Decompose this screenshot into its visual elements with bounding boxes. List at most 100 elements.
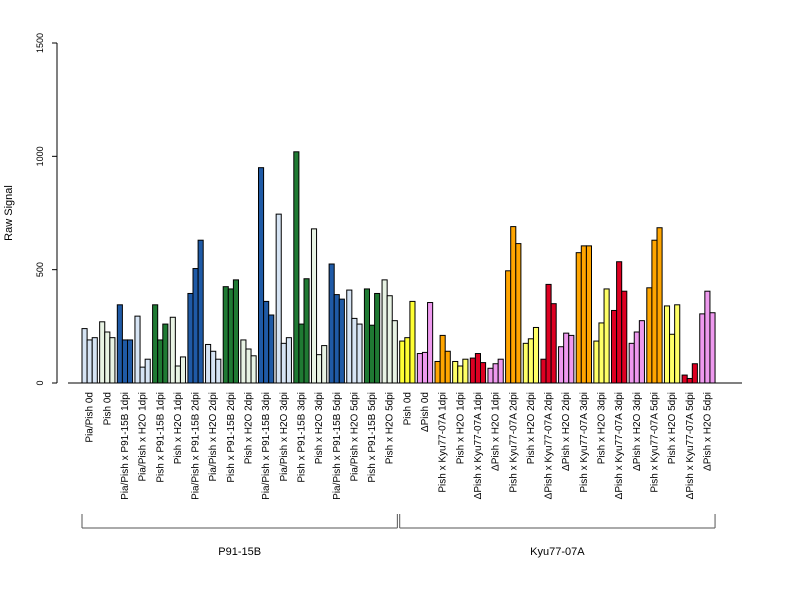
y-tick-label: 1000: [35, 146, 45, 166]
bar: [515, 243, 522, 384]
bar: [704, 290, 711, 384]
bar: [346, 289, 353, 384]
x-tick-label: ΔPish x H2O 2dpi: [561, 392, 572, 471]
bar: [568, 334, 575, 384]
bar: [439, 334, 446, 384]
x-tick-label: Pia/Pish x H2O 5dpi: [349, 392, 360, 482]
bar: [91, 337, 98, 384]
bar: [116, 304, 123, 384]
y-tick-label: 500: [35, 262, 45, 277]
bar: [686, 377, 693, 384]
bar: [162, 323, 169, 384]
x-tick-label: ΔPish x Kyu77-07A 5dpi: [685, 392, 696, 499]
bar: [81, 328, 88, 384]
x-tick-label: Pia/Pish x H2O 1dpi: [138, 392, 149, 482]
x-tick-label: ΔPish x H2O 5dpi: [702, 392, 713, 471]
bar: [298, 323, 305, 384]
y-axis-label: Raw Signal: [3, 185, 15, 241]
bar: [263, 300, 270, 384]
bar: [603, 288, 610, 384]
bar: [492, 363, 499, 384]
bar: [585, 245, 593, 384]
bar: [699, 313, 706, 384]
y-axis: 0 500 1000 1500: [35, 33, 58, 386]
bar: [611, 309, 618, 384]
x-tick-label: Pish x Kyu77-07A 2dpi: [508, 392, 519, 493]
bar: [321, 345, 328, 384]
bar: [480, 362, 487, 384]
x-tick-label: Pia/Pish x H2O 3dpi: [279, 392, 290, 482]
x-tick-label: Pia/Pish x H2O 2dpi: [208, 392, 219, 482]
bar: [157, 339, 164, 384]
bar: [109, 337, 116, 384]
bar: [646, 287, 653, 384]
bar: [593, 340, 600, 384]
bar: [532, 326, 540, 384]
bar: [369, 324, 376, 384]
bar: [674, 304, 681, 384]
bar: [409, 300, 416, 384]
bar: [497, 358, 504, 384]
x-tick-label: Pia/Pish x P91-15B 2dpi: [191, 392, 202, 500]
bar: [651, 239, 658, 384]
bar: [656, 227, 663, 384]
x-tick-label: Pish 0d: [402, 392, 413, 425]
group-label: Kyu77-07A: [530, 546, 585, 558]
bar: [540, 358, 547, 384]
bar: [628, 342, 635, 384]
bar: [227, 288, 234, 384]
bar: [638, 320, 645, 384]
x-tick-label: Pish x Kyu77-07A 5dpi: [649, 392, 660, 493]
x-tick-label: Pish x H2O 1dpi: [455, 392, 466, 464]
group-brackets: P91-15B Kyu77-07A: [81, 514, 716, 558]
bar: [197, 239, 204, 384]
bar: [558, 346, 565, 384]
y-tick-label: 0: [35, 380, 45, 385]
bar: [121, 339, 129, 384]
bar: [179, 356, 187, 384]
bar: [240, 339, 247, 384]
bar: [374, 292, 381, 384]
x-tick-label: Pish x H2O 1dpi: [173, 392, 184, 464]
bar: [338, 298, 345, 384]
bar: [144, 358, 151, 384]
bar: [99, 321, 106, 384]
bar: [462, 358, 469, 384]
bar: [510, 226, 517, 384]
x-tick-label: ΔPish 0d: [420, 392, 431, 432]
bar: [527, 338, 534, 384]
bar: [399, 340, 406, 384]
bar: [598, 322, 605, 384]
bar: [210, 350, 217, 384]
bar: [616, 261, 623, 384]
bar: [351, 317, 358, 384]
bar: [285, 337, 292, 384]
bar: [280, 342, 287, 384]
y-tick-label: 1500: [35, 33, 45, 53]
x-tick-label: ΔPish x Kyu77-07A 1dpi: [473, 392, 484, 499]
bar: [275, 213, 282, 384]
bar: [434, 360, 441, 384]
bar: [215, 358, 222, 384]
bar: [187, 292, 194, 384]
x-tick-label: ΔPish x H2O 1dpi: [491, 392, 502, 471]
bar: [505, 270, 512, 384]
bar: [192, 268, 199, 384]
bar: [469, 357, 476, 384]
x-tick-label: Pish x H2O 3dpi: [597, 392, 608, 464]
bar: [333, 294, 340, 384]
bar: [681, 374, 688, 384]
x-tick-label: ΔPish x Kyu77-07A 2dpi: [544, 392, 555, 499]
bar: [258, 167, 265, 384]
bar: [404, 337, 411, 384]
bar: [86, 339, 93, 384]
x-tick-label: Pish x H2O 3dpi: [314, 392, 325, 464]
bar: [575, 252, 582, 384]
bar: [522, 342, 529, 384]
bar: [691, 363, 698, 384]
bar: [104, 331, 111, 384]
bar: [709, 312, 716, 384]
x-tick-label: Pish x H2O 5dpi: [385, 392, 396, 464]
bar: [303, 278, 310, 384]
x-tick-label: Pia/Pish x P91-15B 5dpi: [332, 392, 343, 500]
